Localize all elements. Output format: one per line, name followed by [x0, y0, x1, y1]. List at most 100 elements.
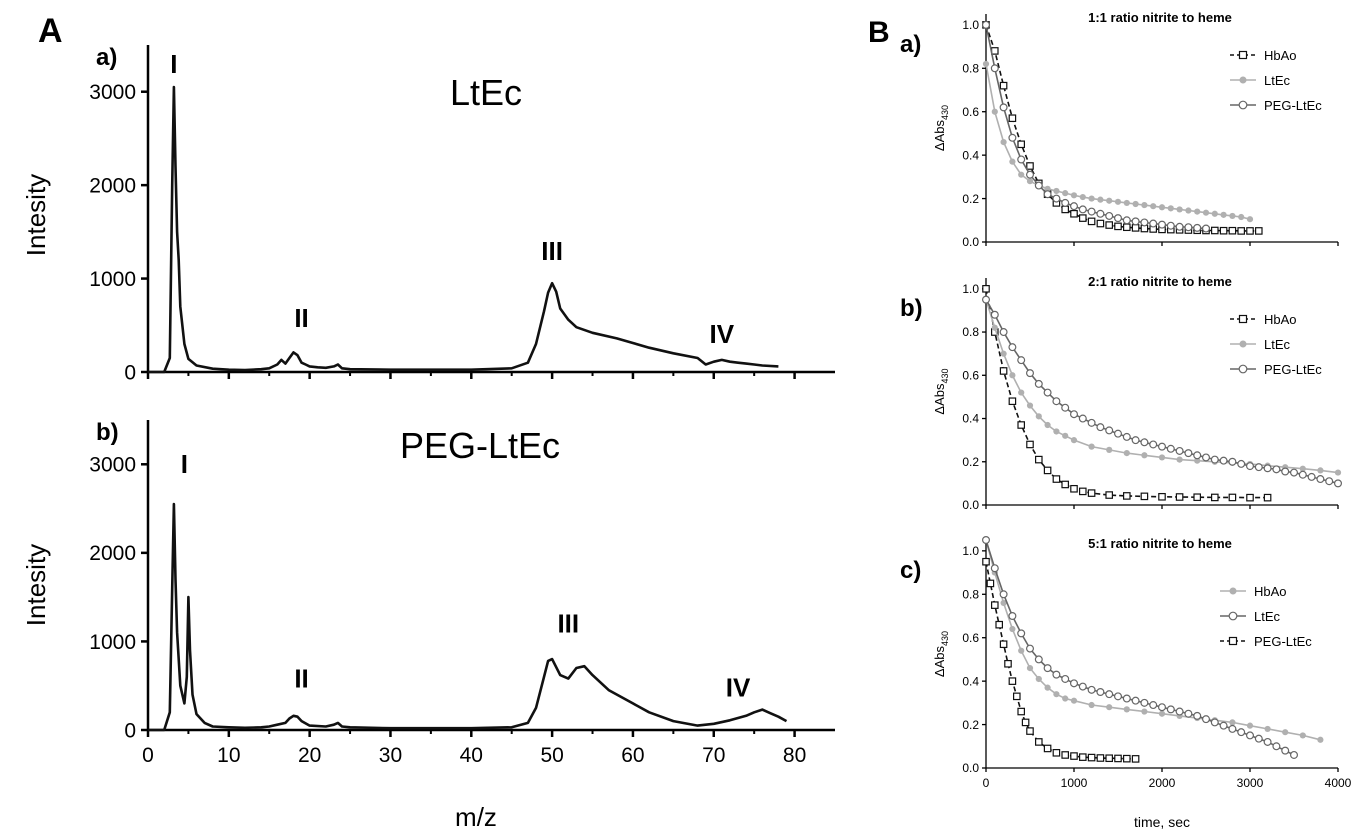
data-point — [991, 324, 998, 331]
sublabel: b) — [96, 419, 119, 446]
x-tick-label: 30 — [379, 744, 402, 767]
y-tick-label: 0.0 — [962, 235, 979, 249]
data-point — [1012, 692, 1021, 701]
data-point — [1061, 480, 1070, 489]
data-point — [1254, 463, 1263, 472]
data-point — [1025, 644, 1034, 653]
y-tick-label: 0.8 — [962, 325, 979, 339]
data-point — [1088, 701, 1095, 709]
x-tick-label: 2000 — [1149, 776, 1176, 790]
data-point — [1184, 449, 1193, 458]
data-point — [1316, 475, 1325, 484]
data-point — [1175, 222, 1184, 231]
data-point — [1254, 227, 1263, 235]
data-point — [999, 103, 1008, 112]
data-point — [1008, 114, 1017, 123]
data-point — [1017, 629, 1026, 638]
data-point — [995, 620, 1004, 629]
data-point — [1228, 724, 1237, 733]
y-axis-label-subscript: 430 — [940, 105, 950, 120]
data-point — [982, 285, 990, 293]
data-point — [1017, 356, 1026, 365]
peak-label: I — [170, 49, 177, 79]
data-point — [1122, 492, 1131, 500]
data-point — [1184, 709, 1193, 718]
data-point — [1281, 746, 1290, 755]
data-point — [1105, 690, 1114, 699]
data-point — [1299, 732, 1306, 739]
data-point — [1157, 703, 1166, 712]
legend-marker — [1228, 636, 1238, 646]
data-point — [1026, 178, 1034, 185]
data-point — [999, 328, 1008, 337]
data-point — [990, 564, 999, 573]
data-point — [1237, 227, 1246, 235]
data-point — [1122, 216, 1131, 225]
y-tick-label: 0.4 — [962, 412, 979, 426]
data-point — [1175, 493, 1184, 501]
peak-label: I — [181, 449, 188, 479]
data-point — [1141, 452, 1148, 459]
data-point — [1078, 487, 1087, 496]
legend-marker — [1238, 50, 1248, 60]
data-point — [1062, 695, 1069, 702]
data-point — [1043, 190, 1052, 199]
data-point — [1114, 198, 1122, 205]
x-tick-label: 60 — [621, 744, 644, 767]
data-point — [1078, 682, 1087, 691]
data-point — [1087, 207, 1096, 216]
data-point — [1070, 437, 1078, 444]
data-point — [1004, 659, 1012, 668]
data-point — [1263, 737, 1272, 746]
data-point — [1176, 206, 1183, 213]
data-point — [999, 81, 1008, 90]
data-point — [1317, 467, 1324, 474]
data-point — [1122, 694, 1131, 703]
data-point — [1246, 227, 1254, 235]
data-point — [1096, 423, 1105, 432]
y-tick-label: 3000 — [89, 454, 136, 477]
data-point — [1272, 742, 1281, 751]
data-point — [1096, 219, 1105, 228]
data-point — [1246, 493, 1254, 502]
data-point — [1087, 418, 1096, 427]
y-tick-label: 0.6 — [962, 368, 979, 382]
data-point — [1070, 209, 1078, 218]
data-point — [1122, 754, 1131, 763]
data-point — [1333, 479, 1342, 488]
chart-title: 2:1 ratio nitrite to heme — [1088, 274, 1232, 289]
data-point — [1317, 736, 1324, 743]
data-point — [1079, 193, 1086, 201]
data-point — [1088, 443, 1095, 450]
data-point — [1061, 403, 1070, 412]
x-tick-label: 1000 — [1061, 776, 1088, 790]
y-tick-label: 0.4 — [962, 674, 979, 688]
data-point — [1193, 493, 1202, 502]
y-axis-label: ΔAbs430 — [932, 368, 950, 414]
data-point — [1184, 223, 1193, 232]
y-tick-label: 2000 — [89, 542, 136, 565]
data-point — [1201, 715, 1210, 724]
data-point — [1096, 754, 1105, 762]
data-point — [1018, 171, 1025, 178]
data-point — [1185, 207, 1192, 214]
data-point — [1087, 217, 1096, 226]
data-point — [1228, 457, 1237, 466]
data-point — [1106, 197, 1113, 204]
y-tick-label: 1000 — [89, 631, 136, 654]
data-point — [1237, 728, 1246, 737]
legend-label: HbAo — [1264, 312, 1297, 327]
x-tick-label: 20 — [298, 744, 321, 767]
x-tick-label: 0 — [983, 776, 990, 790]
data-point — [981, 295, 990, 304]
data-point — [1228, 493, 1237, 502]
data-point — [990, 47, 999, 55]
data-point — [1131, 224, 1140, 232]
data-point — [1140, 698, 1149, 707]
data-point — [1044, 185, 1051, 192]
x-tick-label: 10 — [217, 744, 240, 767]
data-point — [1078, 753, 1087, 761]
data-point — [1210, 718, 1219, 727]
